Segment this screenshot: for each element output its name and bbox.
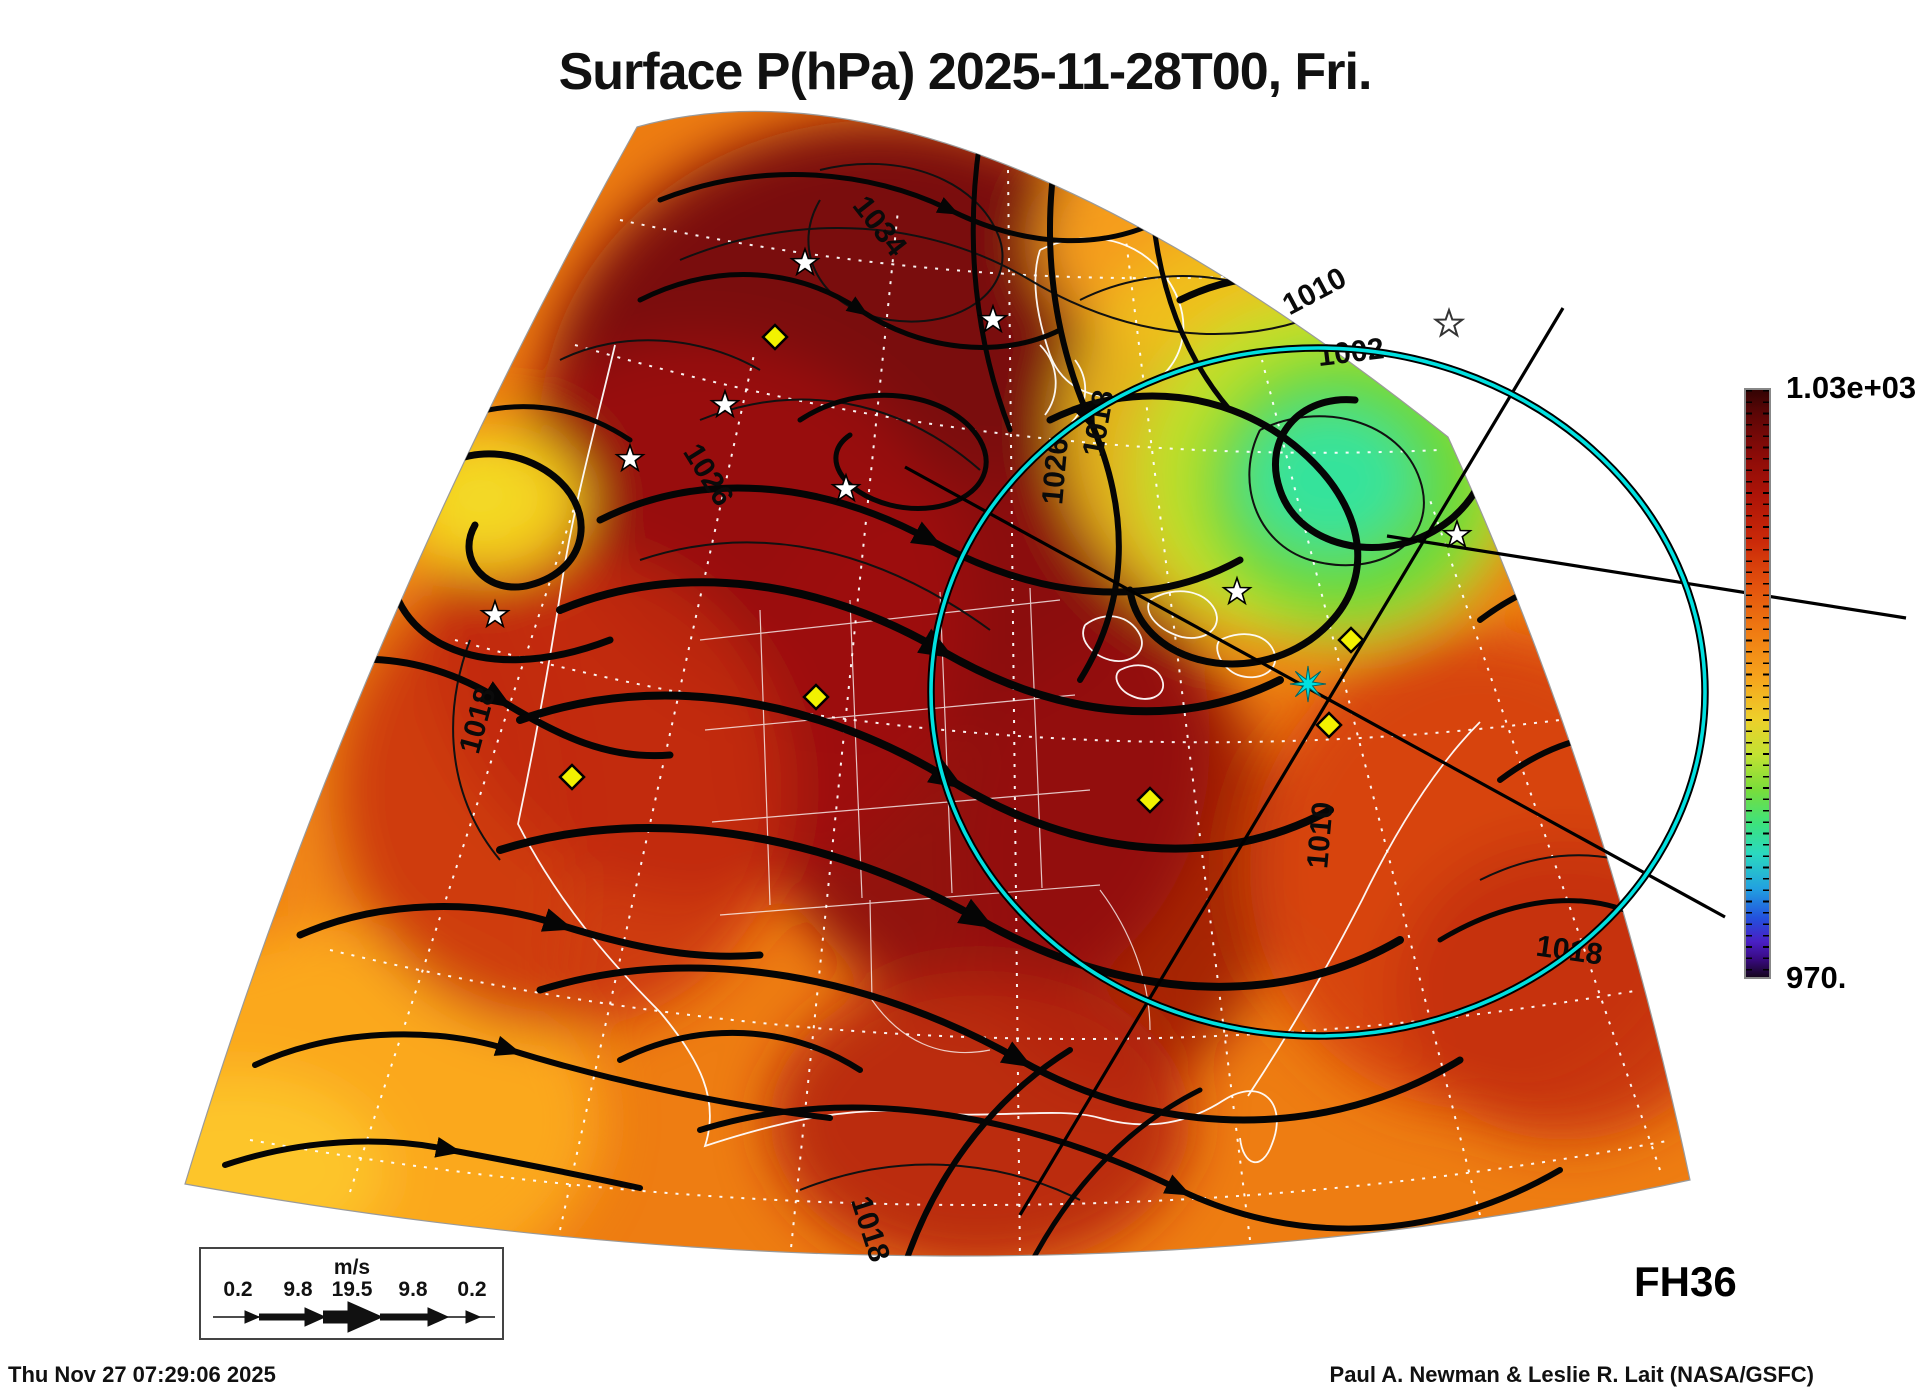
legend-speed-3: 9.8 <box>398 1278 428 1301</box>
credit-text: Paul A. Newman & Leslie R. Lait (NASA/GS… <box>1329 1362 1814 1387</box>
legend-speed-4: 0.2 <box>457 1278 486 1301</box>
legend-speed-2: 19.5 <box>332 1278 373 1301</box>
city-star-marker <box>614 442 646 473</box>
colorbar-ticks-left <box>1746 390 1752 977</box>
city-star-marker <box>830 472 862 503</box>
station-diamond-marker <box>558 763 586 791</box>
station-diamond-marker <box>761 323 789 351</box>
map-boundary <box>184 110 1691 1257</box>
selected-point-cyan-star <box>1289 665 1327 703</box>
city-star-marker <box>479 598 511 629</box>
graticule-layer <box>249 169 1673 1257</box>
station-diamond-marker <box>802 683 830 711</box>
city-star-marker <box>977 303 1009 334</box>
legend-speed-1: 9.8 <box>283 1278 313 1301</box>
overlay-line-steep <box>1018 307 1565 1216</box>
city-star-marker <box>789 246 821 277</box>
city-star-marker <box>709 388 741 419</box>
forecast-hour-label: FH36 <box>1634 1258 1737 1305</box>
contour-label: 1010 <box>1277 261 1351 321</box>
legend-speed-0: 0.2 <box>223 1278 252 1301</box>
colorbar-ticks-right <box>1763 390 1769 977</box>
overlay-line-flat <box>1386 534 1907 620</box>
generation-timestamp: Thu Nov 27 07:29:06 2025 <box>8 1362 276 1387</box>
station-diamond-marker <box>1337 626 1365 654</box>
markers-layer <box>479 246 1473 814</box>
pressure-field <box>185 111 1690 1257</box>
colorbar-max-label: 1.03e+03 <box>1786 370 1917 405</box>
city-star-marker-outline <box>1432 306 1466 338</box>
city-star-marker <box>1441 518 1473 549</box>
station-diamond-marker <box>1136 786 1164 814</box>
contour-label: 1010 <box>1301 800 1340 869</box>
colorbar <box>1744 388 1771 979</box>
legend-units: m/s <box>334 1256 370 1279</box>
page-title: Surface P(hPa) 2025-11-28T00, Fri. <box>558 43 1373 101</box>
city-star-marker <box>1221 575 1253 606</box>
overlay-circle <box>927 344 1709 1040</box>
colorbar-min-label: 970. <box>1786 960 1847 995</box>
wind-speed-legend: m/s 0.2 9.8 19.5 9.8 0.2 <box>199 1247 504 1340</box>
station-diamond-marker <box>1315 711 1343 739</box>
wind-barb-scale <box>213 1301 495 1333</box>
